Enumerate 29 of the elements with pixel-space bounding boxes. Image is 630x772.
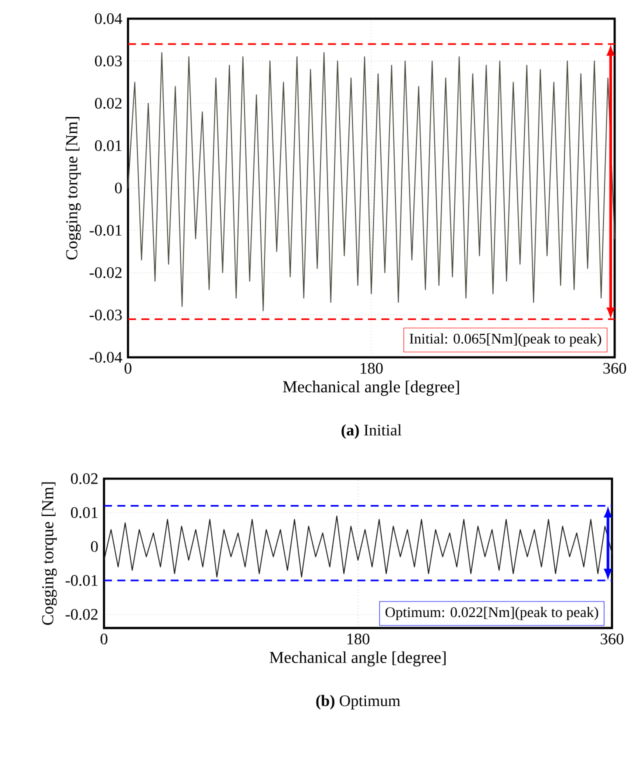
annotation: Optimum: 0.022[Nm](peak to peak) bbox=[386, 606, 598, 620]
y-tick-label: -0.01 bbox=[90, 224, 122, 236]
line-series bbox=[128, 52, 616, 312]
y-tick-label: 0 bbox=[115, 182, 122, 194]
line-series bbox=[104, 516, 612, 578]
y-tick-label: 0.03 bbox=[95, 56, 122, 66]
y-tick-label: -0.04 bbox=[90, 352, 122, 363]
x-axis-title: Mechanical angle [degree] bbox=[270, 651, 446, 666]
y-tick-label: 0.01 bbox=[71, 507, 98, 518]
text: (b) Optimum bbox=[316, 694, 400, 710]
x-tick-label: 180 bbox=[347, 634, 370, 644]
y-tick-label: 0.01 bbox=[95, 140, 122, 152]
x-tick-label: 180 bbox=[360, 362, 383, 374]
y-tick-label: 0.02 bbox=[71, 473, 98, 484]
x-axis-title: Mechanical angle [degree] bbox=[282, 380, 459, 396]
y-tick-label: -0.03 bbox=[90, 310, 122, 320]
y-axis-title: Cogging torque [Nm] bbox=[42, 482, 57, 625]
y-tick-label: -0.01 bbox=[66, 575, 98, 586]
y-tick-label: 0.02 bbox=[95, 98, 122, 109]
annotation: Initial: 0.065[Nm](peak to peak) bbox=[410, 333, 602, 347]
text: (a) Initial bbox=[342, 424, 402, 439]
x-tick-label: 360 bbox=[603, 362, 626, 374]
x-tick-label: 360 bbox=[600, 634, 624, 644]
y-axis-title: Cogging torque [Nm] bbox=[66, 117, 81, 260]
y-tick-label: -0.02 bbox=[66, 608, 98, 620]
x-tick-label: 0 bbox=[124, 362, 132, 374]
y-tick-label: 0.04 bbox=[95, 13, 122, 24]
y-tick-label: 0 bbox=[91, 541, 98, 552]
y-tick-label: -0.02 bbox=[90, 267, 122, 278]
